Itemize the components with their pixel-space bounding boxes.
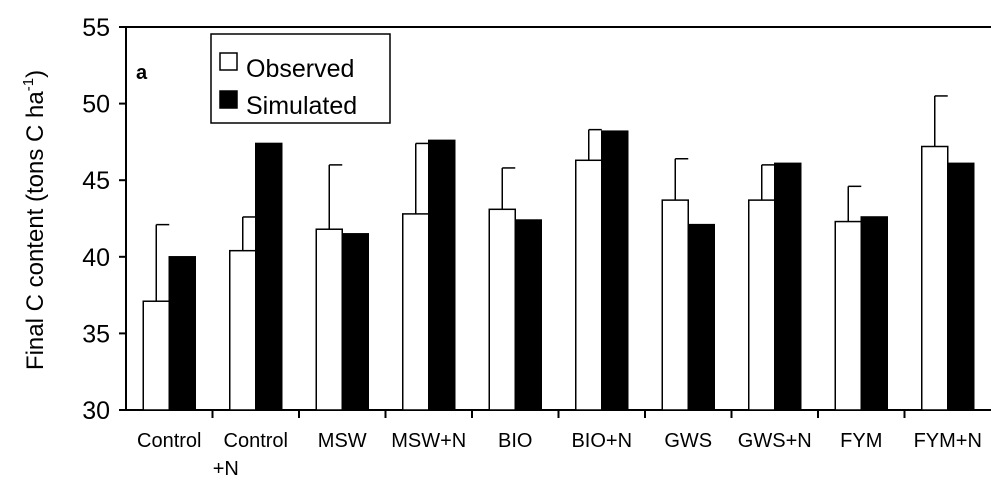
bars [142, 95, 975, 411]
x-tick-label: Control [137, 430, 201, 452]
bar-simulated [601, 130, 629, 411]
x-tick-label: FYM [840, 430, 882, 452]
y-ticks: 30 35 40 45 50 55 [82, 14, 126, 425]
y-axis-label: Final C content (tons C ha-1) [20, 70, 49, 370]
y-tick-label: 30 [82, 397, 110, 425]
panel-label: a [136, 62, 148, 84]
x-tick-label: GWS [664, 430, 712, 452]
x-tick-label: Control +N [213, 430, 288, 480]
bar-observed [315, 228, 343, 411]
bar-simulated [514, 219, 542, 411]
x-tick-label: MSW [318, 430, 367, 452]
y-tick-label: 35 [82, 320, 110, 348]
bar-simulated [687, 223, 715, 411]
legend-label-simulated: Simulated [246, 92, 357, 120]
bar-observed [229, 249, 257, 411]
x-ticks: Control Control +N MSW MSW+N BIO BIO+N GWS GWS+N… [137, 410, 982, 480]
bar-simulated [947, 162, 975, 411]
bar-observed [661, 199, 689, 411]
legend-frame [210, 33, 391, 124]
bar-observed [921, 145, 949, 411]
legend: Observed Simulated [210, 33, 391, 124]
y-tick-label: 55 [82, 14, 110, 42]
legend-swatch-observed [219, 52, 238, 71]
bar-observed [575, 159, 603, 411]
bar-simulated [860, 216, 888, 411]
bar-simulated [774, 162, 802, 411]
legend-label-observed: Observed [246, 55, 354, 83]
y-tick-label: 50 [82, 91, 110, 119]
bar-observed [488, 208, 516, 411]
bar-simulated [428, 139, 456, 411]
bar-observed [142, 300, 170, 411]
x-tick-label: GWS+N [738, 430, 812, 452]
bar-observed [748, 199, 776, 411]
x-tick-label: FYM+N [914, 430, 982, 452]
bar-simulated [168, 256, 196, 411]
x-tick-label: MSW+N [391, 430, 466, 452]
x-tick-label: BIO [498, 430, 532, 452]
bar-observed [402, 213, 430, 411]
bar-simulated [341, 233, 369, 411]
bar-simulated [255, 142, 283, 411]
bar-observed [834, 220, 862, 411]
x-tick-label: BIO+N [571, 430, 632, 452]
y-tick-label: 45 [82, 167, 110, 195]
legend-swatch-simulated [219, 90, 238, 109]
y-tick-label: 40 [82, 244, 110, 272]
